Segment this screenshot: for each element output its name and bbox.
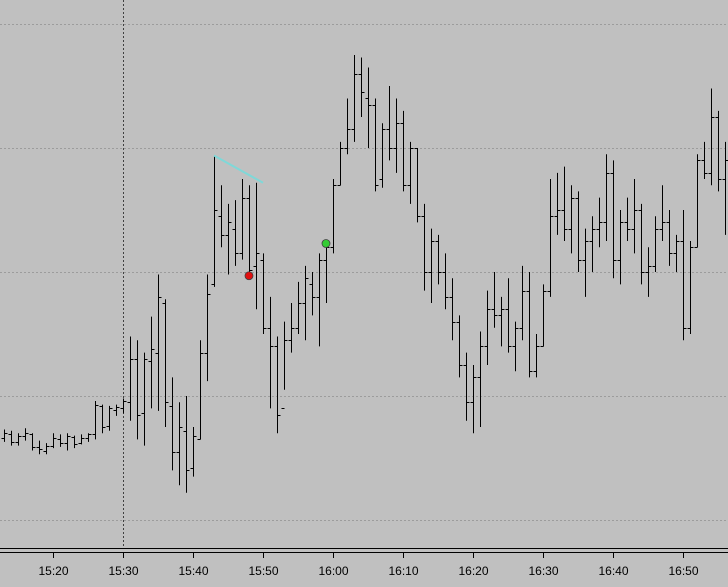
x-tick-label: 16:20 xyxy=(458,564,488,578)
x-tick-label: 15:50 xyxy=(248,564,278,578)
signal-dot xyxy=(244,271,254,281)
x-tick-label: 16:40 xyxy=(598,564,628,578)
x-tick-label: 16:30 xyxy=(528,564,558,578)
x-tick-label: 16:10 xyxy=(388,564,418,578)
x-tick-label: 16:00 xyxy=(318,564,348,578)
x-tick-label: 15:30 xyxy=(108,564,138,578)
signal-dot xyxy=(321,239,331,248)
trendline xyxy=(213,154,264,184)
x-tick-label: 15:20 xyxy=(38,564,68,578)
x-tick-label: 16:50 xyxy=(668,564,698,578)
x-tick-label: 15:40 xyxy=(178,564,208,578)
